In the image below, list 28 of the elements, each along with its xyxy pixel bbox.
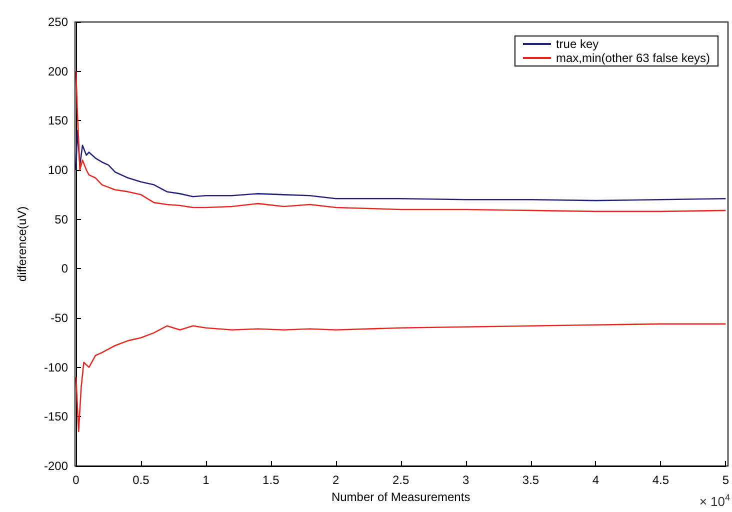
x-tick-label: 1 <box>202 473 210 487</box>
y-tick-label: 0 <box>61 262 68 276</box>
y-tick-label: 50 <box>54 212 68 226</box>
x-tick-label: 0.5 <box>132 473 150 487</box>
x-tick-label: 4 <box>592 473 600 487</box>
y-tick-label: 250 <box>48 15 68 29</box>
legend-label: max,min(other 63 false keys) <box>556 51 710 65</box>
line-series <box>75 130 726 202</box>
x-tick-label: 0 <box>72 473 80 487</box>
x-tick-label: 3 <box>462 473 470 487</box>
y-tick-label: -100 <box>44 360 68 374</box>
line-series <box>75 70 726 212</box>
x-tick-label: 3.5 <box>522 473 540 487</box>
x-tick-label: 4.5 <box>652 473 670 487</box>
line-series <box>75 323 726 432</box>
y-axis-title: difference(uV) <box>15 206 29 282</box>
x-axis-title: Number of Measurements <box>331 490 470 504</box>
x-tick-label: 2 <box>332 473 340 487</box>
y-tick-label: 100 <box>48 163 68 177</box>
legend-label: true key <box>556 37 599 51</box>
x-tick-label: 2.5 <box>392 473 410 487</box>
x-tick-label: 5 <box>722 473 730 487</box>
y-tick-label: -200 <box>44 459 68 473</box>
x-tick-label: 1.5 <box>262 473 280 487</box>
y-tick-label: 200 <box>48 64 68 78</box>
y-tick-label: 150 <box>48 114 68 128</box>
y-tick-label: -50 <box>50 311 68 325</box>
y-tick-label: -150 <box>44 410 68 424</box>
